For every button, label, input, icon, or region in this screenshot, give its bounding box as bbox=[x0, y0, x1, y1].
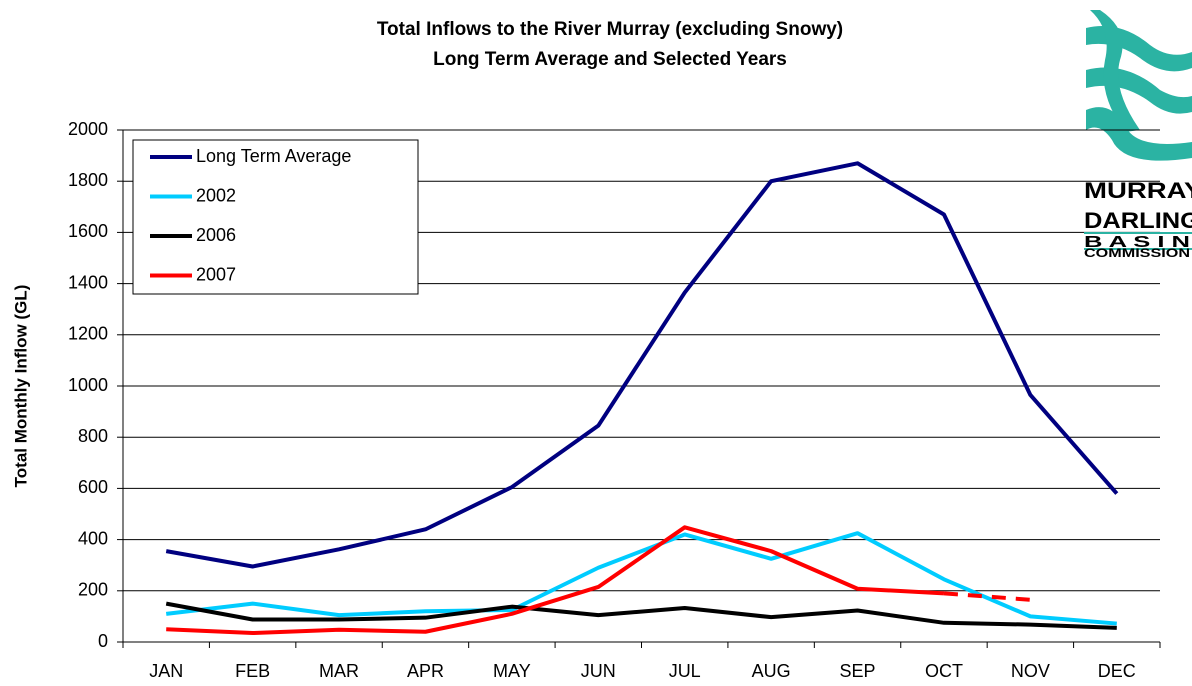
x-tick-label: JUL bbox=[669, 661, 701, 681]
y-tick-label: 1200 bbox=[68, 324, 108, 344]
y-tick-label: 1000 bbox=[68, 375, 108, 395]
x-tick-label: JUN bbox=[581, 661, 616, 681]
y-tick-label: 1400 bbox=[68, 272, 108, 292]
chart-subtitle: Long Term Average and Selected Years bbox=[433, 49, 787, 70]
series-line bbox=[943, 591, 1031, 602]
chart-title: Total Inflows to the River Murray (exclu… bbox=[377, 19, 843, 40]
x-tick-label: MAY bbox=[493, 661, 531, 681]
legend-box bbox=[132, 139, 419, 295]
logo bbox=[1083, 10, 1192, 180]
legend-label: 2007 bbox=[196, 264, 236, 284]
y-tick-label: 800 bbox=[78, 426, 108, 446]
logo-text: DARLING bbox=[1084, 208, 1192, 233]
y-tick-label: 400 bbox=[78, 528, 108, 548]
x-tick-label: JAN bbox=[149, 661, 183, 681]
legend-label: 2002 bbox=[196, 185, 236, 205]
series-line bbox=[165, 161, 1119, 569]
y-tick-label: 600 bbox=[78, 477, 108, 497]
legend-label: 2006 bbox=[196, 225, 236, 245]
x-tick-label: MAR bbox=[319, 661, 359, 681]
logo-text: MURRAY- bbox=[1084, 178, 1192, 203]
series-line bbox=[165, 531, 1117, 626]
x-tick-label: FEB bbox=[235, 661, 270, 681]
logo-swoosh bbox=[1086, 107, 1192, 161]
y-tick-label: 1600 bbox=[68, 221, 108, 241]
x-tick-label: APR bbox=[407, 661, 444, 681]
y-tick-label: 200 bbox=[78, 580, 108, 600]
series-line bbox=[165, 601, 1117, 630]
y-axis-label: Total Monthly Inflow (GL) bbox=[11, 285, 30, 488]
x-tick-label: OCT bbox=[925, 661, 963, 681]
y-tick-label: 2000 bbox=[68, 119, 108, 139]
logo-text: B A S I N bbox=[1084, 234, 1190, 251]
x-tick-label: DEC bbox=[1098, 661, 1136, 681]
x-tick-label: AUG bbox=[752, 661, 791, 681]
series-line bbox=[166, 525, 945, 636]
logo-swoosh bbox=[1090, 10, 1140, 132]
y-tick-label: 0 bbox=[98, 631, 108, 651]
y-tick-label: 1800 bbox=[68, 170, 108, 190]
x-tick-label: NOV bbox=[1011, 661, 1050, 681]
logo-text: COMMISSION bbox=[1084, 246, 1190, 260]
x-tick-label: SEP bbox=[840, 661, 876, 681]
legend-label: Long Term Average bbox=[196, 146, 351, 166]
